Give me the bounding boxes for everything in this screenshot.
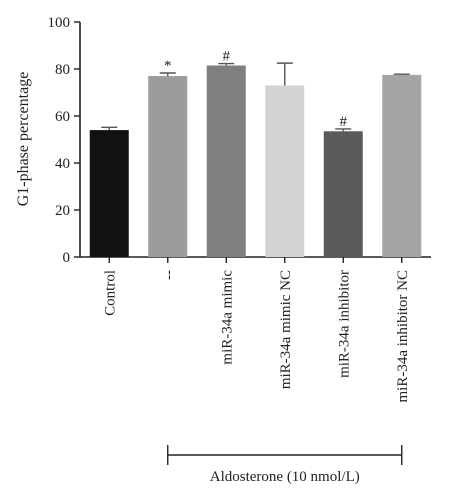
category-label: miR-34a mimic: [219, 270, 235, 365]
category-label: Control: [102, 270, 118, 316]
category-label: miR-34a inhibitor: [336, 270, 352, 378]
error-bar: [335, 128, 352, 132]
group-bracket: Aldosterone (10 nmol/L): [167, 445, 403, 485]
significance-mark: #: [340, 114, 348, 130]
bar: [265, 85, 305, 257]
chart-axes: 0 20 40 60 80 100: [48, 15, 431, 266]
bar: [382, 74, 422, 257]
significance-mark: #: [223, 49, 231, 65]
error-bar: [276, 62, 293, 86]
category-label: miR-34a mimic NC: [278, 270, 294, 389]
bar: [206, 65, 246, 257]
error-bar: [101, 126, 118, 131]
y-tick-label: 80: [55, 62, 70, 78]
chart-labels: Control * -- # miR-34a mimic miR-34a mimic NC…: [102, 49, 411, 403]
y-axis-title: G1-phase percentage: [15, 72, 32, 207]
chart-error-bars: [101, 62, 410, 132]
category-label: miR-34a inhibitor NC: [395, 270, 411, 403]
bar: [323, 131, 363, 257]
category-label: --: [161, 270, 177, 280]
group-bracket-label: Aldosterone (10 nmol/L): [210, 469, 360, 485]
error-bar: [218, 62, 235, 66]
chart-bars: [89, 65, 422, 257]
y-tick-label: 40: [55, 156, 70, 172]
y-tick-label: 100: [48, 15, 71, 31]
bar: [89, 130, 129, 257]
error-bar: [393, 73, 410, 75]
bar: [148, 76, 188, 257]
y-tick-label: 20: [55, 203, 70, 219]
y-tick-label: 60: [55, 109, 70, 125]
significance-mark: *: [164, 58, 172, 74]
y-tick-label: 0: [63, 250, 71, 266]
error-bar: [159, 72, 176, 77]
